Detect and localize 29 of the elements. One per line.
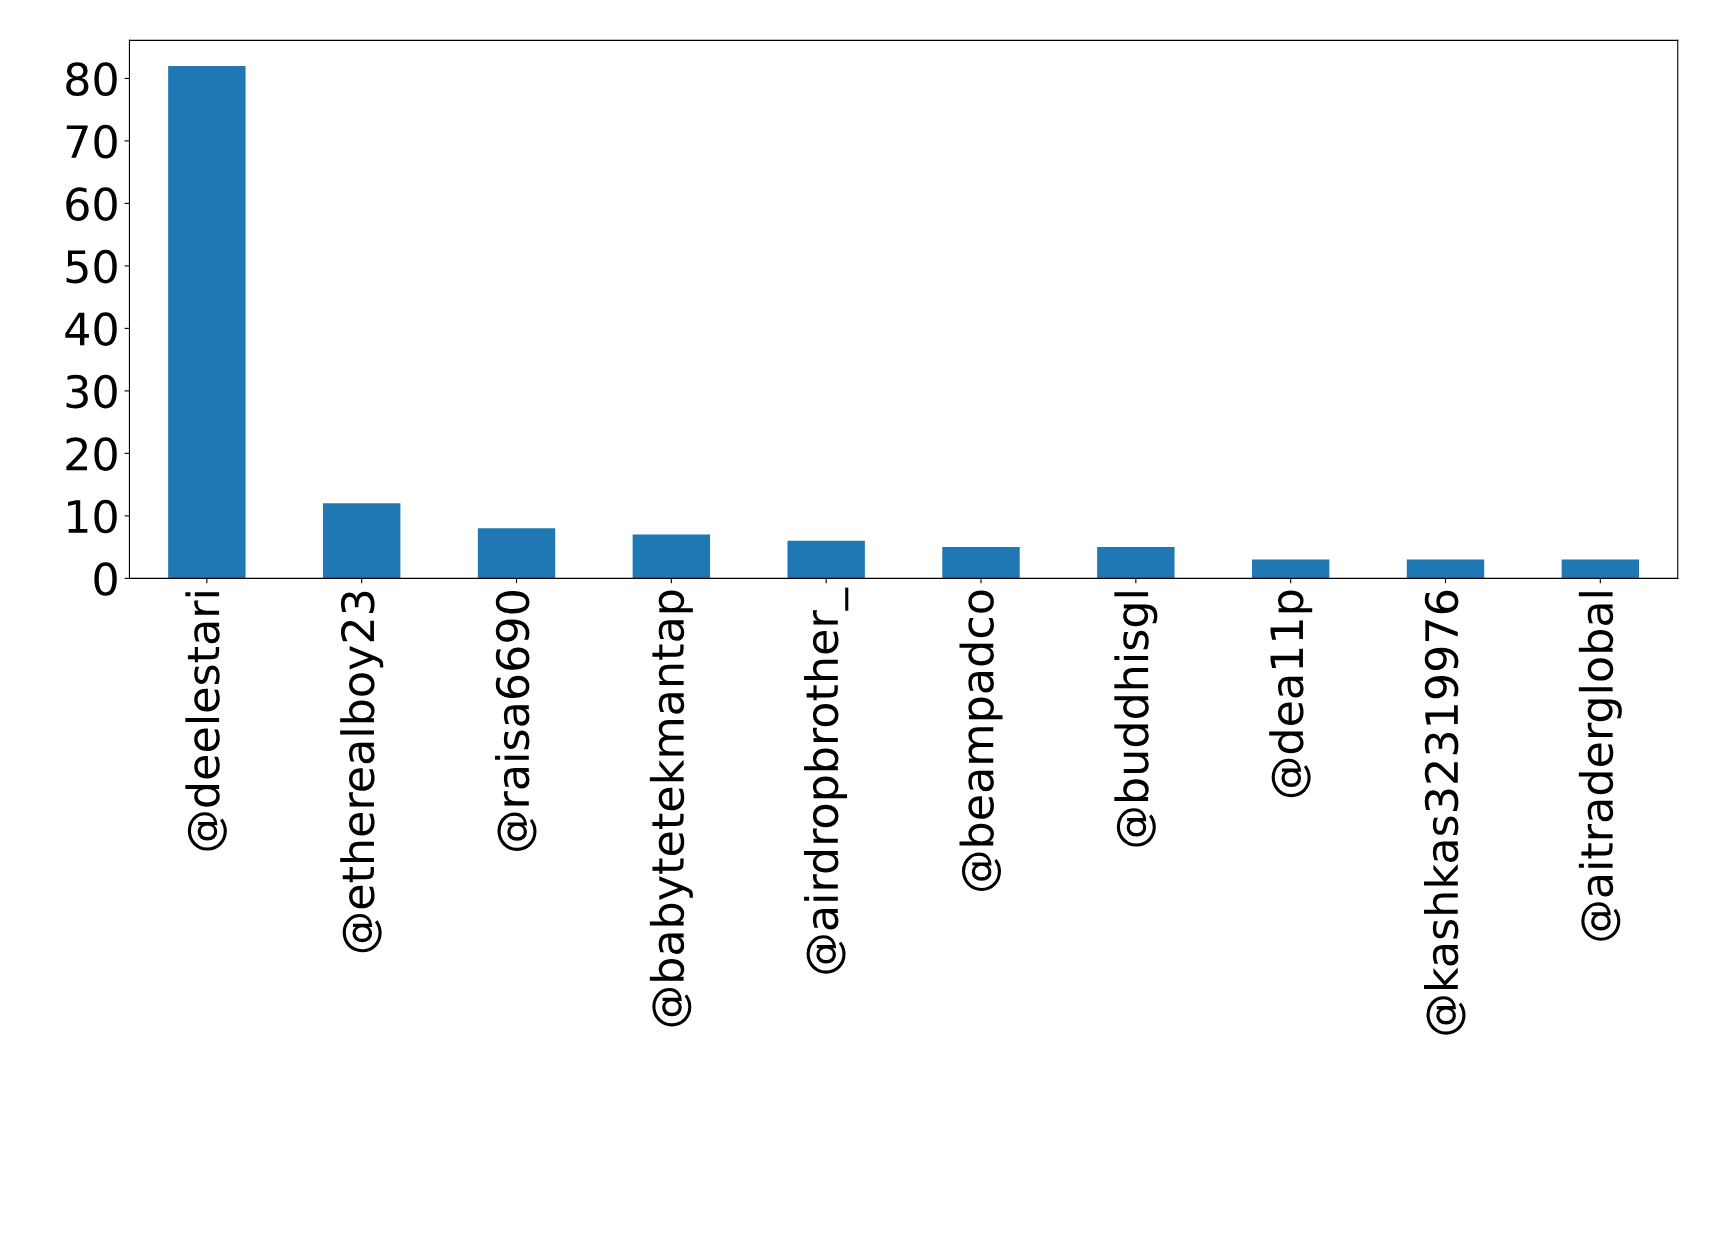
y-tick-label: 70 [66, 124, 117, 159]
y-tick-label: 40 [65, 312, 117, 346]
bar [1251, 559, 1330, 579]
bar [787, 540, 865, 579]
bar [477, 528, 556, 579]
y-tick-label: 50 [66, 249, 117, 284]
bar [632, 534, 711, 579]
bar [1561, 559, 1640, 579]
y-tick-label: 10 [68, 499, 117, 534]
x-tick-label: @beampadco [959, 590, 1003, 891]
x-tick-label: @airdropbrother_ [804, 587, 849, 974]
bar [1097, 547, 1175, 579]
x-tick-label: @kashkas32319976 [1423, 590, 1466, 1035]
bar [168, 65, 246, 579]
y-tick-label: 30 [66, 374, 117, 409]
y-tick-label: 0 [94, 562, 117, 596]
x-tick-label: @deelestari [185, 592, 227, 851]
bar [942, 547, 1020, 579]
x-tick-label: @raisa6690 [495, 591, 537, 851]
x-tick-label: @dea11p [1269, 590, 1313, 798]
x-tick-label: @buddhisgl [1114, 592, 1158, 847]
y-tick-label: 80 [66, 62, 117, 96]
x-tick-label: @etherealboy23 [340, 591, 384, 953]
x-tick-label: @aitraderglobal [1578, 592, 1622, 941]
bar [1406, 559, 1485, 579]
x-tick-label: @babytetekmantap [649, 590, 693, 1027]
bar [322, 503, 401, 579]
y-tick-label: 20 [66, 437, 117, 471]
y-tick-label: 60 [66, 187, 117, 221]
